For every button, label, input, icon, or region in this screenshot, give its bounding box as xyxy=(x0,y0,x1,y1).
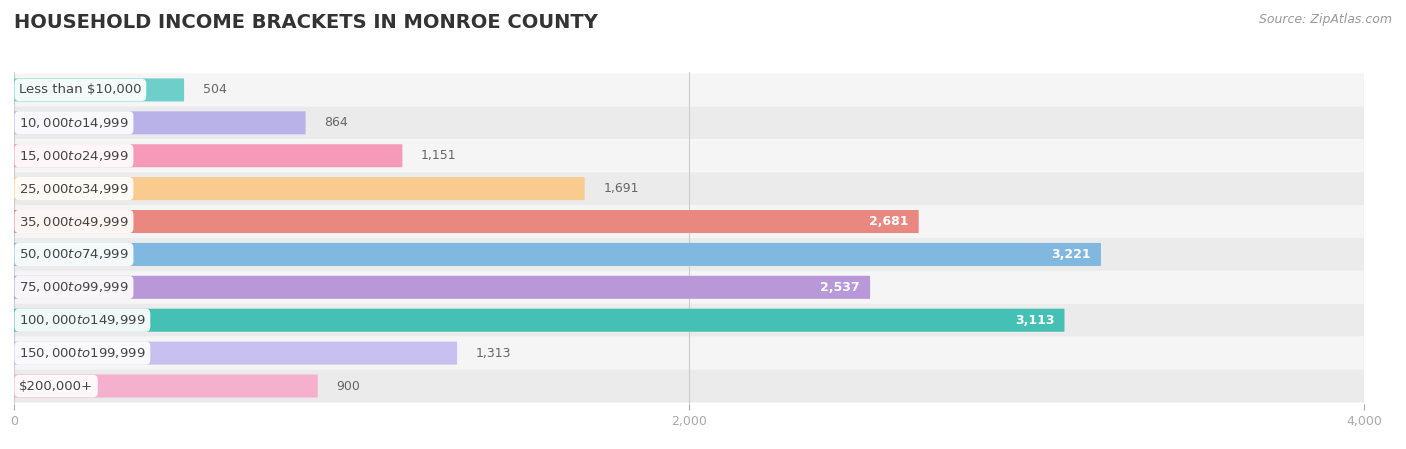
FancyBboxPatch shape xyxy=(14,271,1364,304)
FancyBboxPatch shape xyxy=(14,304,1364,337)
FancyBboxPatch shape xyxy=(14,342,457,365)
Text: $35,000 to $49,999: $35,000 to $49,999 xyxy=(20,215,129,229)
Text: 1,313: 1,313 xyxy=(475,347,512,360)
FancyBboxPatch shape xyxy=(14,172,1364,205)
Text: 1,691: 1,691 xyxy=(603,182,638,195)
Text: $75,000 to $99,999: $75,000 to $99,999 xyxy=(20,280,129,294)
Text: $10,000 to $14,999: $10,000 to $14,999 xyxy=(20,116,129,130)
FancyBboxPatch shape xyxy=(14,79,184,101)
FancyBboxPatch shape xyxy=(14,205,1364,238)
Text: Source: ZipAtlas.com: Source: ZipAtlas.com xyxy=(1258,13,1392,26)
FancyBboxPatch shape xyxy=(14,74,1364,106)
Text: $150,000 to $199,999: $150,000 to $199,999 xyxy=(20,346,146,360)
FancyBboxPatch shape xyxy=(14,337,1364,370)
Text: HOUSEHOLD INCOME BRACKETS IN MONROE COUNTY: HOUSEHOLD INCOME BRACKETS IN MONROE COUN… xyxy=(14,13,598,32)
Text: $100,000 to $149,999: $100,000 to $149,999 xyxy=(20,313,146,327)
Text: 504: 504 xyxy=(202,84,226,97)
Text: 2,537: 2,537 xyxy=(820,281,860,294)
Text: 2,681: 2,681 xyxy=(869,215,908,228)
Text: $200,000+: $200,000+ xyxy=(20,379,93,392)
FancyBboxPatch shape xyxy=(14,144,402,167)
FancyBboxPatch shape xyxy=(14,111,305,134)
FancyBboxPatch shape xyxy=(14,177,585,200)
Text: 900: 900 xyxy=(336,379,360,392)
Text: 864: 864 xyxy=(325,116,347,129)
FancyBboxPatch shape xyxy=(14,243,1101,266)
Text: $25,000 to $34,999: $25,000 to $34,999 xyxy=(20,182,129,196)
FancyBboxPatch shape xyxy=(14,370,1364,402)
FancyBboxPatch shape xyxy=(14,139,1364,172)
Text: $15,000 to $24,999: $15,000 to $24,999 xyxy=(20,149,129,163)
FancyBboxPatch shape xyxy=(14,210,918,233)
FancyBboxPatch shape xyxy=(14,276,870,299)
Text: 1,151: 1,151 xyxy=(420,149,457,162)
Text: 3,221: 3,221 xyxy=(1052,248,1091,261)
FancyBboxPatch shape xyxy=(14,238,1364,271)
Text: Less than $10,000: Less than $10,000 xyxy=(20,84,142,97)
FancyBboxPatch shape xyxy=(14,106,1364,139)
Text: 3,113: 3,113 xyxy=(1015,314,1054,327)
FancyBboxPatch shape xyxy=(14,309,1064,332)
Text: $50,000 to $74,999: $50,000 to $74,999 xyxy=(20,247,129,261)
FancyBboxPatch shape xyxy=(14,374,318,397)
